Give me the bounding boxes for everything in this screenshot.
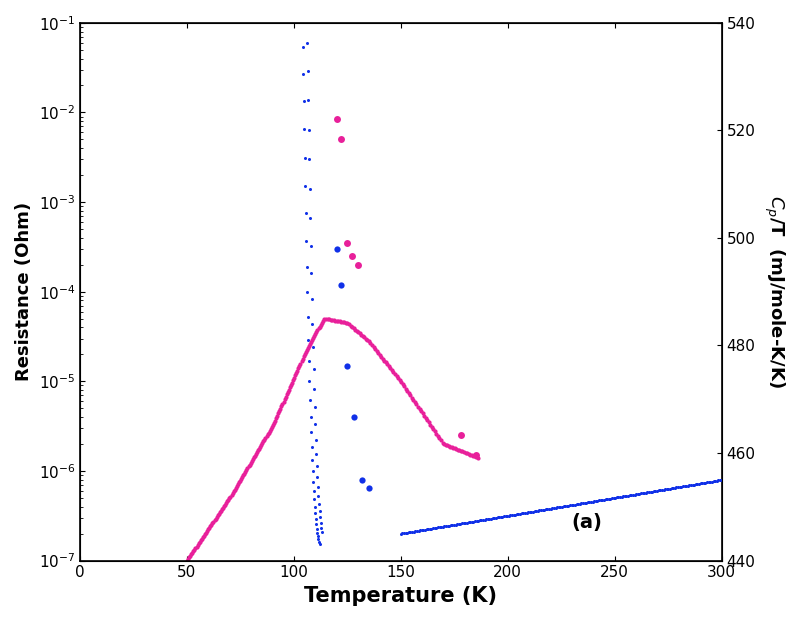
Y-axis label: Resistance (Ohm): Resistance (Ohm) xyxy=(15,202,33,381)
Text: (a): (a) xyxy=(571,514,602,532)
Y-axis label: $C_p$/T  (mJ/mole-K/K): $C_p$/T (mJ/mole-K/K) xyxy=(762,195,786,388)
X-axis label: Temperature (K): Temperature (K) xyxy=(304,586,497,606)
